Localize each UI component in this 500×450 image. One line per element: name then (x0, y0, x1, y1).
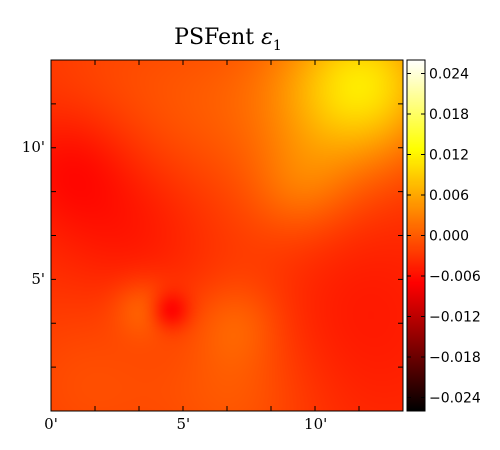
colorbar-tick-label: 0.024 (429, 67, 469, 83)
colorbar-tick-label: 0.006 (429, 188, 469, 204)
y-tick-label: 10' (22, 138, 45, 156)
heatmap-image (51, 60, 403, 411)
axis-ticks: 0' 5' 10' 5' 10' (22, 60, 403, 433)
chart-title-main: PSFent (174, 25, 261, 50)
y-tick-label: 5' (31, 270, 45, 288)
x-tick-label: 10' (304, 415, 327, 433)
x-tick-label: 0' (44, 415, 58, 433)
colorbar-tick-label: −0.012 (429, 310, 481, 326)
colorbar-tick-label: 0.012 (429, 148, 469, 164)
colorbar-tick-label: −0.024 (429, 391, 481, 407)
chart-title-symbol: ε (261, 25, 273, 50)
colorbar-tick-label: 0.000 (429, 229, 469, 245)
colorbar-gradient (407, 60, 425, 411)
colorbar: −0.024 −0.018 −0.012 −0.006 0.000 0.006 0.012 0… (406, 59, 481, 412)
heatmap-plot-area: 0' 5' 10' 5' 10' (22, 59, 404, 433)
chart-title: PSFent ε1 (174, 25, 282, 54)
colorbar-ticks: −0.024 −0.018 −0.012 −0.006 0.000 0.006 0.012 0… (407, 67, 481, 407)
x-tick-label: 5' (176, 415, 190, 433)
chart-title-subscript: 1 (273, 38, 282, 54)
colorbar-tick-label: −0.018 (429, 350, 481, 366)
colorbar-tick-label: 0.018 (429, 107, 469, 123)
colorbar-tick-label: −0.006 (429, 269, 481, 285)
